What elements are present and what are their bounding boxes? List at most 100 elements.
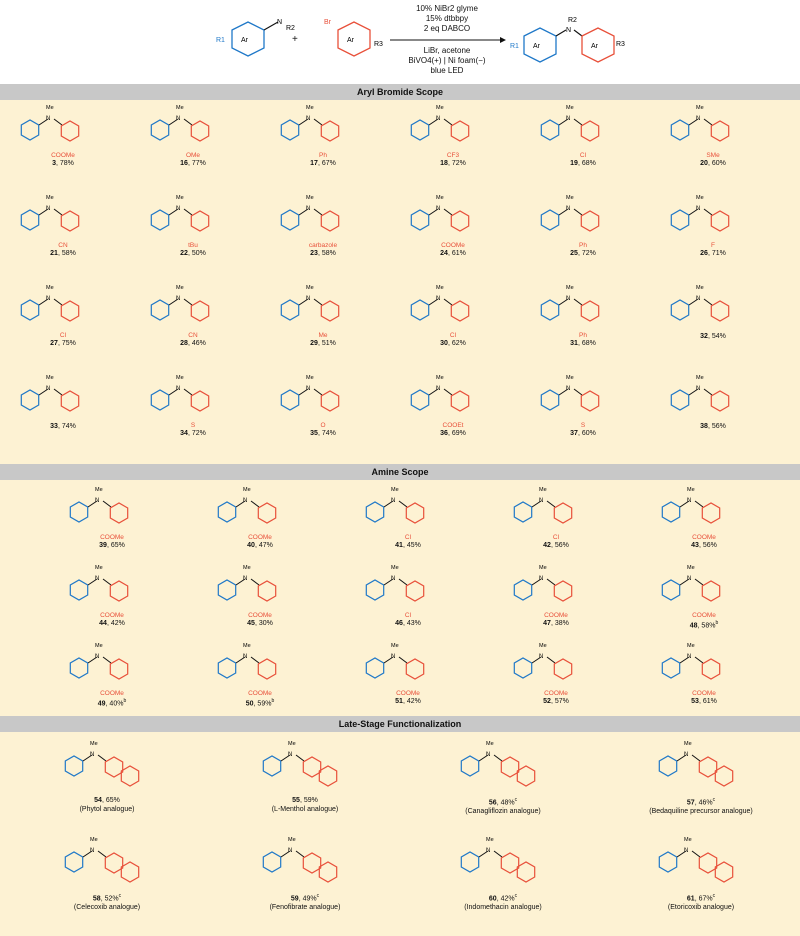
compound-yield: , 50%	[187, 250, 206, 257]
substituent-label: S	[580, 422, 586, 429]
compound-number: 45	[247, 620, 255, 627]
compound-structure: N Me	[217, 565, 277, 602]
compound-yield: , 67%	[317, 160, 336, 167]
compound-yield: , 72%	[187, 430, 206, 437]
svg-text:N: N	[566, 296, 570, 302]
svg-text:Me: Me	[95, 565, 103, 571]
svg-text:N: N	[391, 654, 395, 660]
analogue-note: (Bedaquiline precursor analogue)	[649, 808, 753, 816]
substituent-label: Cl	[579, 152, 587, 159]
compound-cell: N Me S 37, 60%	[520, 370, 646, 438]
svg-text:Me: Me	[306, 375, 314, 381]
compound-number: 39	[99, 542, 107, 549]
compound-cell: N Me COOMe 50, 59%b	[188, 638, 332, 708]
compound-yield: , 78%	[56, 160, 74, 167]
compound-yield: , 60%	[577, 430, 596, 437]
analogue-note: (Celecoxib analogue)	[73, 904, 141, 912]
compound-caption: 27, 75%	[0, 339, 126, 348]
svg-text:Me: Me	[306, 285, 314, 291]
compound-structure: N Me	[150, 375, 210, 412]
compound-caption: 18, 72%	[390, 159, 516, 168]
compound-caption: 43, 56%	[632, 541, 776, 550]
svg-text:Me: Me	[306, 195, 314, 201]
compound-structure: N Me	[661, 643, 721, 680]
analogue-note: (Etoricoxib analogue)	[667, 904, 735, 912]
compound-cell: N Me CN 28, 46%	[130, 280, 256, 348]
svg-text:Me: Me	[436, 285, 444, 291]
svg-text:N: N	[684, 752, 688, 758]
compound-number: 32	[700, 333, 708, 340]
svg-text:Ar: Ar	[347, 37, 355, 44]
svg-text:Me: Me	[176, 195, 184, 201]
compound-yield: , 42%	[402, 698, 421, 705]
compound-yield: , 59%	[299, 797, 318, 804]
compound-number: 20	[700, 160, 708, 167]
compound-caption: 47, 38%	[484, 619, 628, 628]
amine-reactant: Ar N R2 R1 H	[216, 19, 295, 57]
substituent-label: OMe	[185, 152, 201, 159]
amine-panel	[0, 464, 800, 716]
footnote-marker: b	[715, 620, 719, 626]
compound-yield: , 46%	[187, 340, 206, 347]
compound-number: 49	[97, 700, 106, 708]
compound-structure: N Me	[410, 285, 470, 322]
footnote-marker: b	[271, 698, 275, 704]
compound-number: 60	[488, 895, 497, 903]
svg-text:N: N	[687, 654, 691, 660]
svg-text:Me: Me	[243, 487, 251, 493]
compound-cell: N Me COOMe 44, 42%	[40, 560, 184, 628]
compound-number: 53	[691, 698, 699, 705]
svg-text:N: N	[486, 848, 490, 854]
section-title-aryl-bromide: Aryl Bromide Scope	[0, 84, 800, 100]
compound-structure: N Me	[20, 195, 80, 232]
svg-text:Br: Br	[324, 19, 332, 26]
compound-caption: 59, 49%c	[208, 892, 402, 903]
plus-sign: +	[292, 34, 298, 45]
svg-text:Me: Me	[566, 285, 574, 291]
svg-text:N: N	[176, 386, 180, 392]
compound-cell: N Me 59, 49%c (Fenofibrate analogue)	[208, 832, 402, 912]
svg-text:Me: Me	[46, 105, 54, 111]
compound-caption: 36, 69%	[390, 429, 516, 438]
footnote-marker: b	[123, 698, 127, 704]
svg-text:Me: Me	[90, 741, 98, 747]
compound-yield: , 72%	[577, 250, 596, 257]
substituent-label: Me	[318, 332, 328, 339]
compound-yield: , 54%	[707, 333, 726, 340]
svg-text:N: N	[46, 206, 50, 212]
compound-cell: N Me carbazole 23, 58%	[260, 190, 386, 258]
substituent-label: COOMe	[100, 690, 124, 697]
late-stage-panel	[0, 716, 800, 936]
compound-cell: N Me Cl 27, 75%	[0, 280, 126, 348]
svg-text:N: N	[391, 576, 395, 582]
compound-number: 54	[94, 797, 102, 804]
compound-cell: N Me COOEt 36, 69%	[390, 370, 516, 438]
compound-yield: , 72%	[447, 160, 466, 167]
compound-yield: , 61%	[698, 698, 717, 705]
svg-text:N: N	[176, 206, 180, 212]
compound-caption: 40, 47%	[188, 541, 332, 550]
compound-yield: , 56%	[550, 542, 569, 549]
svg-text:Me: Me	[566, 375, 574, 381]
svg-text:Me: Me	[95, 643, 103, 649]
compound-structure: N Me	[217, 643, 277, 680]
compound-caption: 42, 56%	[484, 541, 628, 550]
compound-cell: N Me Ph 25, 72%	[520, 190, 646, 258]
compound-number: 16	[180, 160, 188, 167]
svg-text:N: N	[436, 206, 440, 212]
svg-text:Me: Me	[687, 487, 695, 493]
compound-yield: , 65%	[101, 797, 120, 804]
compound-number: 30	[440, 340, 448, 347]
compound-structure: N Me	[460, 837, 536, 883]
compound-structure: N Me	[69, 643, 129, 680]
substituent-label: COOMe	[248, 534, 272, 541]
compound-cell: N Me COOMe 3, 78%	[0, 100, 126, 168]
aryl-bromide-panel	[0, 84, 800, 464]
compound-number: 52	[543, 698, 551, 705]
compound-yield: , 61%	[447, 250, 466, 257]
compound-caption: 52, 57%	[484, 697, 628, 706]
svg-text:Me: Me	[288, 741, 296, 747]
compound-structure: N Me	[670, 105, 730, 142]
compound-structure: N Me	[513, 643, 573, 680]
compound-cell: N Me 61, 67%c (Etoricoxib analogue)	[604, 832, 798, 912]
